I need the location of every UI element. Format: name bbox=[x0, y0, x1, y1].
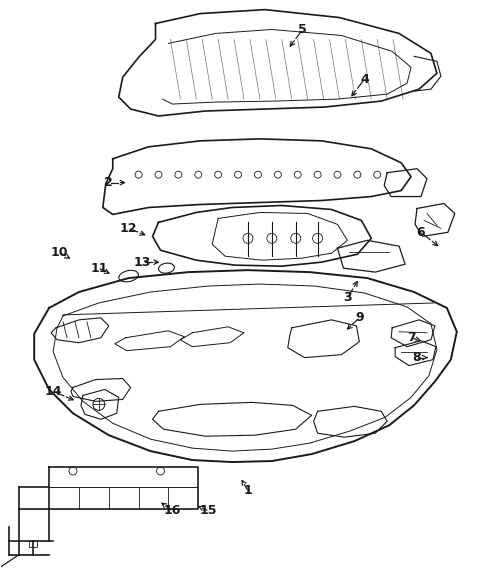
Text: 1: 1 bbox=[244, 484, 252, 497]
Text: 8: 8 bbox=[413, 351, 421, 364]
Text: 7: 7 bbox=[407, 331, 415, 344]
Text: 11: 11 bbox=[90, 261, 108, 274]
Text: 14: 14 bbox=[44, 385, 62, 398]
Text: 9: 9 bbox=[355, 311, 364, 324]
Text: 15: 15 bbox=[199, 504, 217, 517]
Text: 13: 13 bbox=[134, 256, 151, 269]
Text: 12: 12 bbox=[120, 222, 137, 235]
Bar bbox=[29, 541, 37, 546]
Text: 5: 5 bbox=[298, 23, 307, 36]
Text: 2: 2 bbox=[104, 176, 113, 189]
Text: 10: 10 bbox=[50, 246, 68, 259]
Text: 16: 16 bbox=[164, 504, 181, 517]
Text: 3: 3 bbox=[343, 291, 352, 304]
Text: 6: 6 bbox=[417, 226, 425, 239]
Text: 4: 4 bbox=[360, 73, 369, 86]
